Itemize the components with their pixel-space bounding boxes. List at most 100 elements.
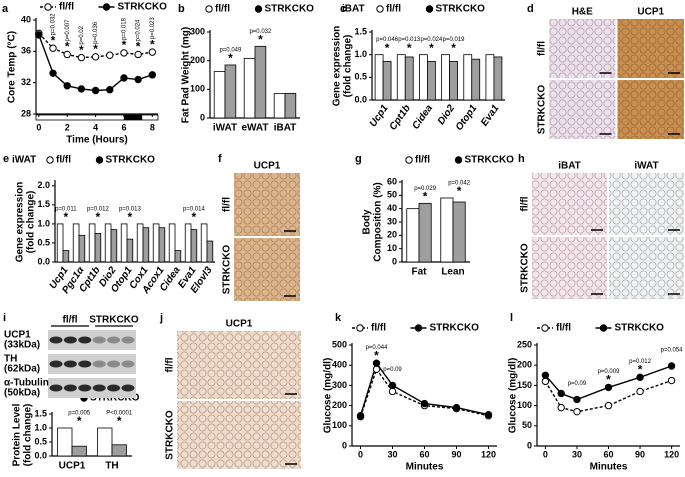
point [573,395,581,404]
y-tick-label: 0.0 [37,256,50,266]
panel-letter: f [218,153,222,165]
significance-star: * [128,210,133,224]
point [667,376,676,385]
y-axis-label: (fold change) [343,35,354,98]
bar [158,227,166,263]
point [604,383,613,392]
bar [471,58,481,101]
legend-marker [46,156,54,164]
point [557,403,565,412]
significance-star: * [51,33,56,47]
panel-letter: j [159,312,163,324]
bar [190,229,198,263]
dark-bar [123,115,143,120]
p-value: p=0.012 [629,359,652,365]
bar [142,227,150,263]
legend-label: fl/fl [59,2,74,13]
y-tick-label: 36 [21,46,31,56]
legend-marker [254,5,263,13]
significance-star: * [192,210,197,224]
panel-letter: l [510,312,513,324]
bar [418,202,432,263]
legend-label: STRKCKO [265,4,315,15]
y-tick-label: 200 [332,400,347,410]
y-tick-label: 0.0 [34,450,47,460]
bar [224,64,237,119]
p-value: p=0.09 [383,367,402,373]
blot-band [107,360,121,368]
y-axis-label: Glucose (mg/dl) [508,358,519,434]
legend-label: STRKCKO [436,4,486,15]
point [49,44,57,52]
significance-star: * [423,190,428,204]
y-tick-label: 1.5 [354,26,367,36]
significance-star: * [258,33,263,47]
y-tick-label: 1.5 [37,199,50,209]
legend-marker [414,324,423,332]
bar [273,93,286,119]
bar [200,223,208,263]
x-tick-label: Dio2 [436,103,458,127]
blot-band [92,360,106,368]
blot-label: UCP1 [4,330,31,341]
p-value: p=0.009 [598,369,621,375]
y-tick-label: 300 [332,380,347,390]
legend-marker [44,3,52,11]
blot-band [78,384,92,392]
legend-label: STRKCKO [615,323,665,334]
bar [184,223,192,263]
image-column-label: iWAT [634,161,658,172]
legend-label: STRKCKO [430,323,480,334]
micrograph-texture [617,19,684,78]
micrograph-texture [549,80,616,139]
bar [493,56,503,101]
p-value: p=0.032 [51,13,57,36]
x-tick-label: 30 [572,449,582,459]
panel-letter: c [340,3,346,15]
legend-marker [541,324,549,332]
panel-letter: g [355,153,362,165]
image-row-label: STRKCKO [165,410,176,460]
bar [485,54,495,101]
p-value: p=0.018 [122,17,128,40]
bar [97,427,113,457]
bar [440,197,454,263]
p-value: P<0.0001 [106,411,133,417]
image-row-label: STRKCKO [520,243,531,293]
y-tick-label: 28 [21,108,31,118]
bar [126,238,134,263]
legend-label: STRKCKO [90,393,140,404]
y-tick-label: 0.5 [354,72,367,82]
y-tick-label: 60 [387,176,397,186]
bar [72,223,80,263]
y-tick-label: 1.5 [34,408,47,418]
y-tick-label: 1.0 [34,422,47,432]
blot-band [63,384,77,392]
x-tick-label: 60 [603,449,613,459]
significance-star: * [638,362,643,376]
bar [71,445,87,457]
point [541,371,550,379]
bar [78,234,86,263]
blot-band [121,384,135,392]
point [120,49,128,57]
y-tick-label: 0.5 [34,436,47,446]
legend-marker [405,156,413,164]
micrograph-texture [234,238,300,301]
y-tick-label: 0 [342,440,347,450]
micrograph-texture [532,237,607,299]
y-axis-label: Composition (%) [373,182,384,261]
micrograph-texture [549,19,616,78]
bar [57,427,73,457]
y-tick-label: 100 [332,420,347,430]
blot-band [63,360,77,368]
point [636,387,644,396]
point [636,373,644,382]
image-row-label: fl/fl [520,196,531,211]
y-tick-label: 400 [332,360,347,370]
x-tick-label: 0 [36,122,41,132]
y-tick-label: 0 [527,440,532,450]
p-value: p=0.023 [150,17,156,40]
blot-band [107,384,121,392]
